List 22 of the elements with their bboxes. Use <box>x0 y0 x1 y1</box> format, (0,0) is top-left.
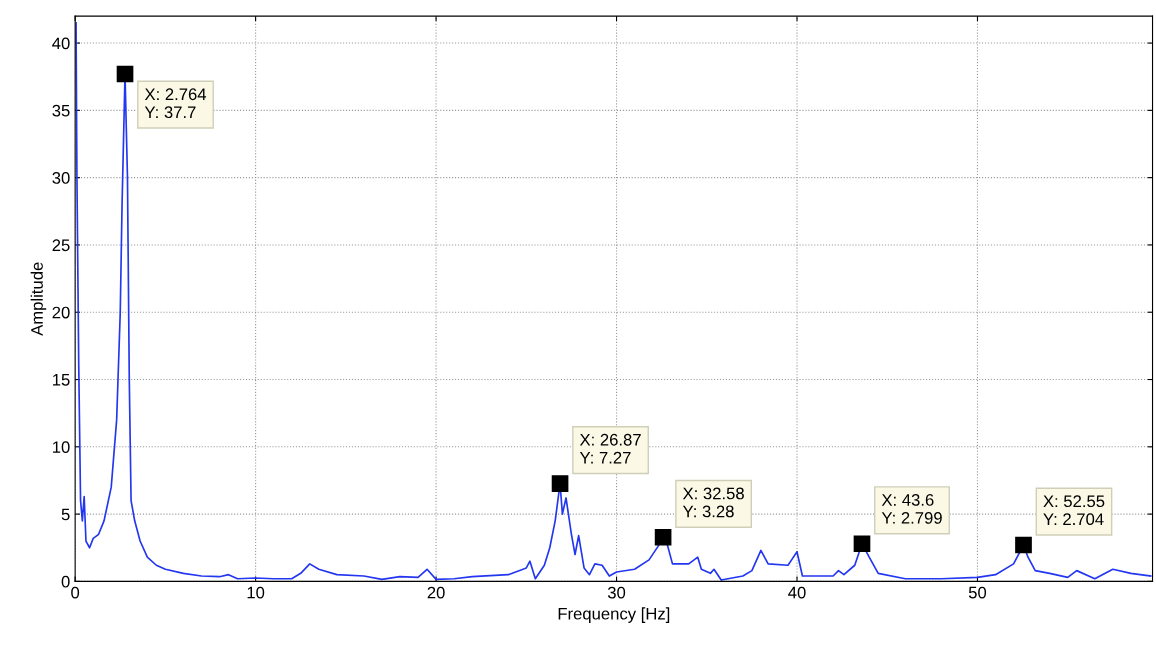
annotation: X: 32.58 Y: 3.28 <box>682 487 744 518</box>
x-tick-label: 30 <box>607 586 626 599</box>
y-tick-label: 30 <box>52 172 70 184</box>
annotation: X: 52.55 Y: 2.704 <box>1043 495 1105 526</box>
x-tick-label: 40 <box>788 586 806 599</box>
annotation: X: 26.87 Y: 7.27 <box>579 433 641 464</box>
x-tick-label: 50 <box>968 586 987 599</box>
y-tick-label: 5 <box>61 508 70 521</box>
y-tick-label: 10 <box>53 441 70 454</box>
y-tick-label: 15 <box>53 374 70 386</box>
y-tick-label: 35 <box>52 104 70 117</box>
y-tick-label: 20 <box>52 306 70 319</box>
y-tick-label: 0 <box>61 575 70 588</box>
y-tick-label: 25 <box>52 239 70 252</box>
x-tick-label: 20 <box>427 586 445 599</box>
x-tick-label: 0 <box>71 586 80 599</box>
y-tick-label: 40 <box>52 37 70 50</box>
x-axis-title: Frequency [Hz] <box>558 607 670 623</box>
x-tick-label: 10 <box>247 586 265 599</box>
annotation: X: 43.6 Y: 2.799 <box>881 494 942 524</box>
annotation: X: 2.764 Y: 37.7 <box>144 88 207 119</box>
y-axis-title: Amplitude <box>30 262 47 336</box>
